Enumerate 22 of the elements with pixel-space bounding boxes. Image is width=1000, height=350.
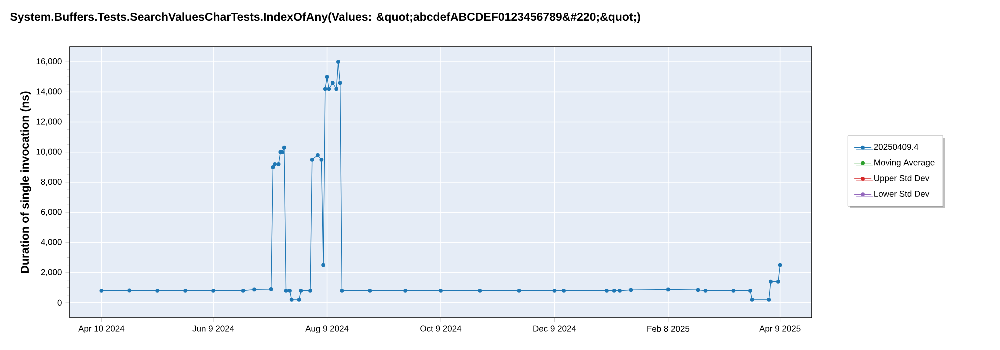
chart-title: System.Buffers.Tests.SearchValuesCharTests.IndexOfAny(Values: &quot;abcdefABCDEF0123456789&#220;&quot;) bbox=[10, 12, 640, 24]
x-tick-label: Dec 9 2024 bbox=[534, 326, 576, 332]
y-tick-label: 14,000 bbox=[36, 88, 62, 96]
legend-label: Lower Std Dev bbox=[874, 190, 930, 198]
x-tick-label: Apr 9 2025 bbox=[760, 326, 801, 334]
y-tick-label: 12,000 bbox=[36, 118, 62, 126]
x-tick-label: Jun 9 2024 bbox=[192, 326, 234, 332]
x-tick-label: Oct 9 2024 bbox=[420, 326, 462, 332]
y-tick-label: 10,000 bbox=[36, 148, 62, 156]
y-axis-title: Duration of single invocation (ns) bbox=[20, 92, 32, 274]
y-tick-label: 2,000 bbox=[41, 269, 62, 276]
y-tick-label: 4,000 bbox=[41, 239, 62, 246]
y-tick-label: 16,000 bbox=[36, 58, 62, 66]
legend-label: Moving Average bbox=[874, 159, 935, 168]
legend-label: Upper Std Dev bbox=[874, 175, 930, 184]
x-tick-label: Aug 9 2024 bbox=[306, 326, 349, 334]
y-tick-label: 8,000 bbox=[41, 178, 62, 186]
legend-label: 20250409.4 bbox=[874, 144, 919, 150]
x-tick-label: Apr 10 2024 bbox=[78, 326, 125, 334]
y-tick-label: 6,000 bbox=[41, 209, 62, 216]
x-tick-label: Feb 8 2025 bbox=[648, 326, 690, 332]
y-tick-label: 0 bbox=[58, 300, 62, 306]
